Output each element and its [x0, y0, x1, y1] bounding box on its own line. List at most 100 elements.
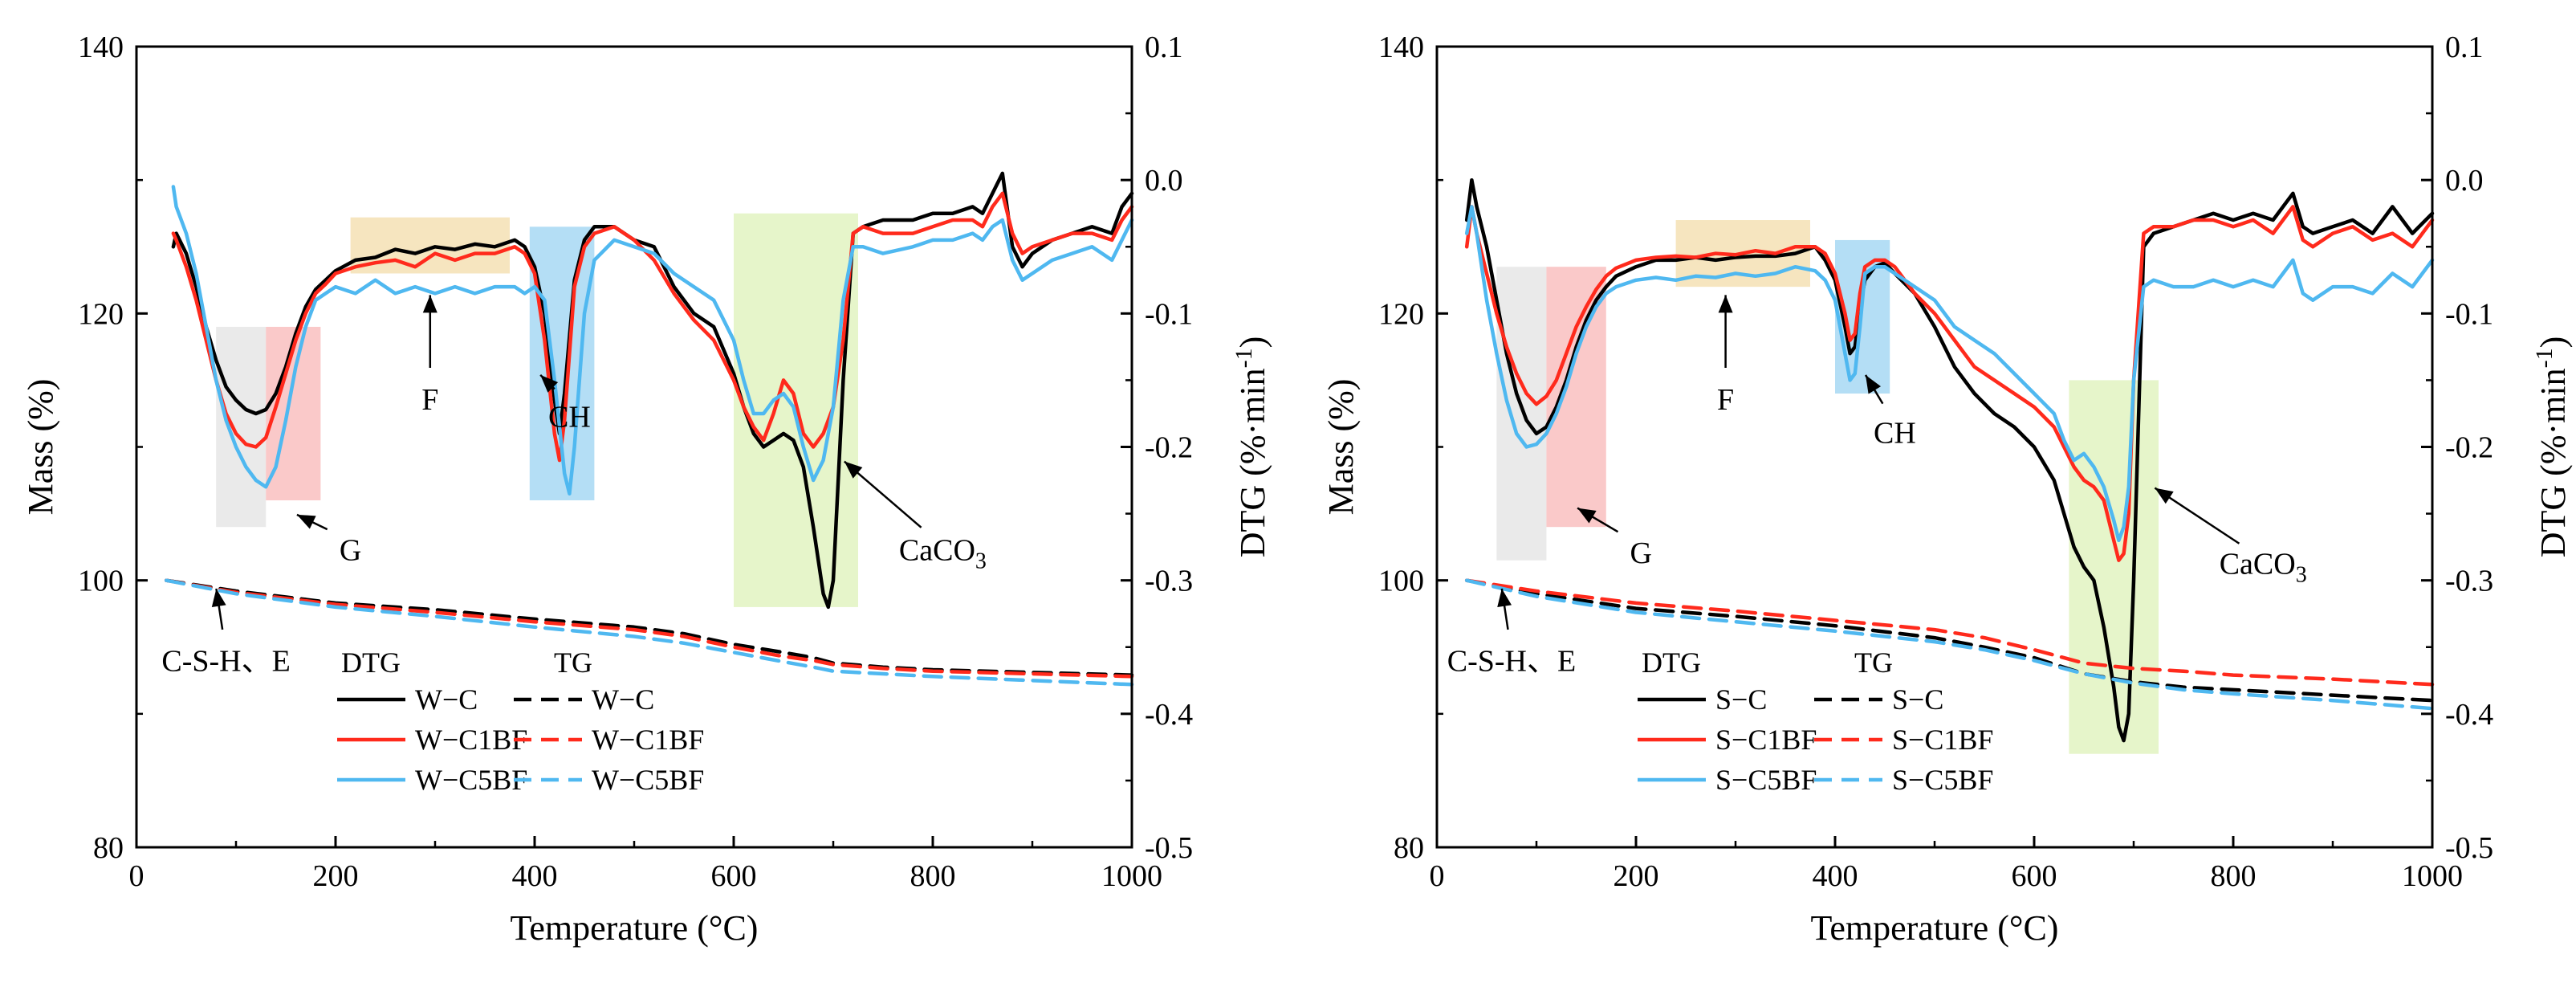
dtg-series-line-2	[171, 185, 1134, 496]
legend-header-dtg: DTG	[341, 646, 401, 679]
legend-label-dtg: S−C1BF	[1715, 724, 1817, 756]
annotation-text: CaCO	[2220, 547, 2296, 581]
x-tick-label: 0	[129, 859, 144, 893]
annotation-arrow-head	[540, 374, 559, 393]
x-axis-label: Temperature (°C)	[1811, 908, 2059, 948]
x-tick-label: 400	[1813, 859, 1858, 893]
annotation-label: CaCO3	[2220, 547, 2307, 587]
legend-header-tg: TG	[1854, 646, 1893, 679]
left-panel: 0 200 400 600 800 1000 80 100 120 140 -0.5 -0.4 -0.3…	[21, 31, 1272, 948]
annotation-arrow-head	[296, 514, 316, 529]
annotation-text: CH	[1874, 417, 1916, 451]
annotation-arrow-head	[844, 461, 863, 479]
y-right-tick-label: -0.1	[2445, 297, 2493, 331]
x-tick-label: 0	[1430, 859, 1445, 893]
annotation-label: F	[421, 383, 438, 417]
x-tick-label: 1000	[2402, 859, 2463, 893]
legend-header-dtg: DTG	[1642, 646, 1701, 679]
y-right-tick-label: 0.1	[1145, 31, 1183, 64]
y-left-axis-label: Mass (%)	[21, 379, 60, 516]
y-left-tick-label: 100	[1378, 565, 1424, 598]
dtg-series-line-2	[1464, 205, 2435, 543]
y-right-tick-label: -0.4	[1145, 698, 1193, 732]
y-left-tick-label: 120	[78, 297, 124, 331]
y-right-tick-label: 0.0	[2445, 164, 2484, 198]
x-tick-label: 800	[2211, 859, 2257, 893]
legend-label-tg: S−C1BF	[1892, 724, 1993, 756]
y-right-axis-label-main: DTG (%·min	[1233, 368, 1272, 557]
annotation-arrow-head	[211, 588, 226, 608]
legend-label-tg: S−C5BF	[1892, 764, 1993, 796]
annotation-arrow-head	[1718, 295, 1733, 313]
legend-label-dtg: W−C1BF	[415, 724, 527, 756]
annotation-arrow-head	[1497, 588, 1512, 608]
x-tick-label: 200	[1614, 859, 1659, 893]
y-left-tick-label: 140	[78, 31, 124, 64]
y-right-axis-label-main: DTG (%·min	[2533, 368, 2573, 557]
y-right-tick-label: -0.1	[1145, 297, 1193, 331]
x-axis-label: Temperature (°C)	[511, 908, 759, 948]
y-right-axis-label-sup: -1	[1231, 348, 1257, 368]
x-tick-label: 600	[711, 859, 757, 893]
legend-header-tg: TG	[554, 646, 592, 679]
x-tick-label: 200	[313, 859, 359, 893]
y-right-axis-label-sup: -1	[2531, 348, 2558, 368]
annotation-label: G	[340, 534, 361, 568]
annotation-text: C-S-H、E	[161, 645, 290, 679]
annotation-label: C-S-H、E	[161, 645, 290, 679]
y-right-tick-label: 0.0	[1145, 164, 1183, 198]
annotation-text: F	[421, 383, 438, 417]
legend-label-dtg: S−C	[1715, 683, 1767, 716]
legend-label-tg: W−C	[592, 683, 654, 716]
annotation-label: CH	[548, 401, 591, 434]
y-right-axis-label: DTG (%·min-1)	[2531, 337, 2573, 558]
y-right-tick-label: -0.5	[2445, 831, 2493, 865]
x-tick-label: 400	[512, 859, 558, 893]
y-left-tick-label: 140	[1378, 31, 1424, 64]
annotation-label: G	[1630, 536, 1651, 570]
region-0	[1496, 267, 1547, 561]
y-left-tick-label: 120	[1378, 297, 1424, 331]
annotation-arrow-head	[1577, 508, 1597, 524]
legend-label-tg: W−C5BF	[592, 764, 704, 796]
y-right-tick-label: -0.4	[2445, 698, 2493, 732]
legend-label-tg: W−C1BF	[592, 724, 704, 756]
tg-series-line-2	[164, 578, 1134, 687]
y-left-tick-label: 80	[93, 831, 124, 865]
x-tick-label: 1000	[1101, 859, 1162, 893]
tg-series-line-1	[164, 578, 1134, 679]
annotation-text: G	[1630, 536, 1651, 570]
annotation-text: C-S-H、E	[1447, 645, 1576, 679]
y-right-tick-label: -0.2	[1145, 431, 1193, 465]
right-panel: 0 200 400 600 800 1000 80 100 120 140 -0.5 -0.4 -0.3…	[1321, 31, 2573, 948]
y-right-tick-label: 0.1	[2445, 31, 2484, 64]
annotation-text: G	[340, 534, 361, 568]
annotation-label: F	[1717, 383, 1734, 417]
annotation-arrow-head	[2155, 487, 2174, 504]
annotation-label: CH	[1874, 417, 1916, 451]
annotation-arrow-head	[422, 295, 437, 313]
annotation-label: C-S-H、E	[1447, 645, 1576, 679]
y-right-axis-label-close: )	[2533, 337, 2573, 349]
annotation-text: F	[1717, 383, 1734, 417]
y-right-tick-label: -0.2	[2445, 431, 2493, 465]
tg-series-line-2	[1464, 578, 2435, 711]
legend-label-tg: S−C	[1892, 683, 1943, 716]
y-left-tick-label: 80	[1394, 831, 1424, 865]
y-right-tick-label: -0.3	[1145, 565, 1193, 598]
tg-series-line-1	[1464, 578, 2435, 687]
annotation-subscript: 3	[2296, 562, 2307, 587]
annotation-text: CaCO	[899, 534, 975, 568]
legend-label-dtg: S−C5BF	[1715, 764, 1817, 796]
dtg-series-line-1	[1464, 205, 2435, 562]
y-right-tick-label: -0.5	[1145, 831, 1193, 865]
y-right-axis-label: DTG (%·min-1)	[1231, 337, 1272, 558]
tg-series-line-0	[1464, 578, 2435, 703]
x-tick-label: 600	[2012, 859, 2057, 893]
y-left-axis-label: Mass (%)	[1321, 379, 1361, 516]
dtg-series-line-1	[171, 191, 1134, 463]
annotation-arrow-head	[1865, 374, 1882, 394]
annotation-label: CaCO3	[899, 534, 987, 574]
